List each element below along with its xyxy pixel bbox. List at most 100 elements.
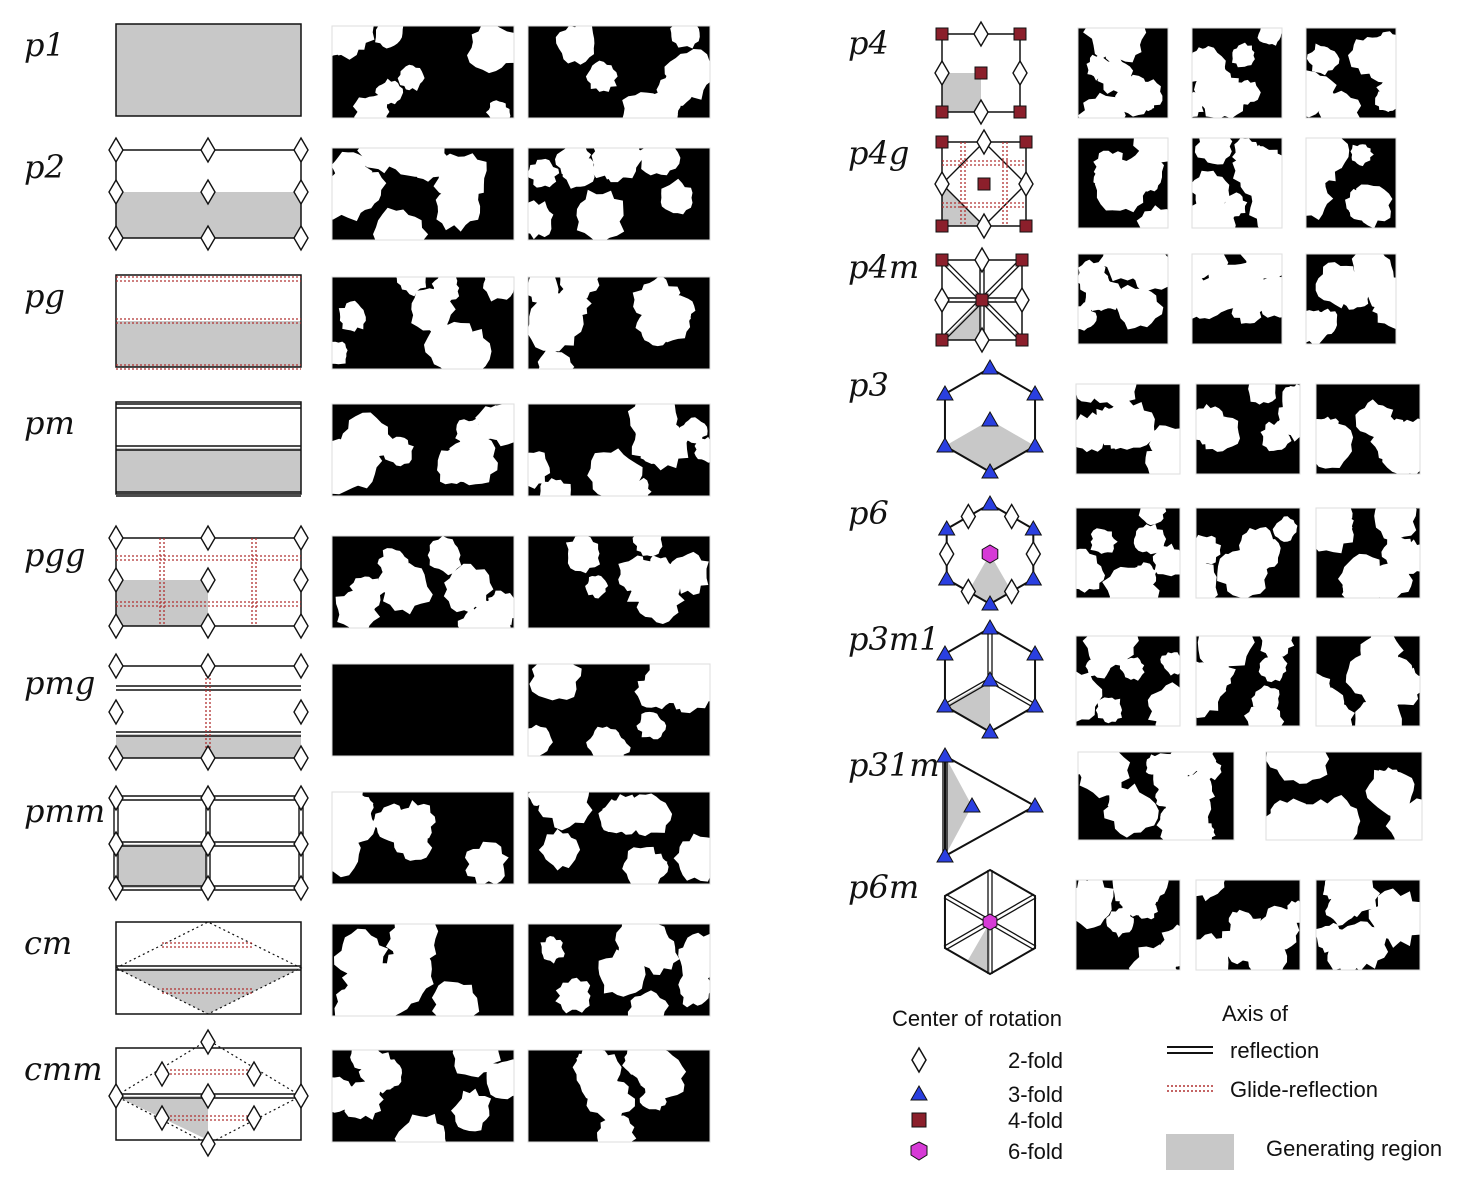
two-fold-diamond-icon [246,1104,262,1132]
group-row-p3: p3 [848,358,1421,479]
pattern-blob [1133,562,1157,585]
pattern-tile [331,535,515,629]
two-fold-diamond-icon [200,224,216,252]
group-row-pm: pm [24,401,711,497]
two-fold-diamond-icon [108,744,124,772]
pattern-blob [1076,671,1103,722]
group-label: pg [24,277,65,315]
pattern-blob [1192,91,1204,118]
pattern-blob [673,833,710,882]
pattern-border [527,663,711,757]
two-fold-diamond-icon [293,874,309,902]
generating-region [116,968,301,1014]
four-fold-square-icon [974,66,988,80]
pattern-border [527,535,711,629]
group-row-p4m: p4m [848,246,1397,354]
legend: Center of rotation 2-fold 3-fold 4-fold … [892,1001,1442,1170]
pattern-blob [437,444,473,485]
four-fold-square-icon [975,293,989,307]
pattern-blob [1133,138,1168,163]
pattern-tile [1075,507,1181,599]
pattern-border [1305,27,1397,119]
two-fold-diamond-icon [934,170,950,198]
reflection-line [943,897,990,925]
pattern-blob [555,26,595,65]
cell-outline [115,274,302,368]
pattern-tile [1195,383,1301,475]
group-row-p4: p4 [848,20,1397,126]
pattern-blob [1232,42,1255,68]
pattern-border [527,403,711,497]
pattern-blob [565,536,600,574]
generating-region [116,844,208,888]
two-fold-diamond-icon [200,136,216,164]
symmetry-cell-diagram [108,524,309,640]
pattern-blob [332,436,383,489]
pattern-tile [1305,253,1397,345]
group-row-pmg: pmg [24,652,711,772]
three-fold-triangle-icon [1024,519,1043,536]
pattern-border [1077,253,1169,345]
pattern-blob [1392,539,1420,574]
pattern-blob [1192,820,1216,840]
group-label: cm [24,924,72,962]
pattern-blob [1119,657,1145,681]
pattern-blob [576,189,625,240]
pattern-blob [598,949,646,997]
pattern-blob [485,100,511,118]
pattern-blob [1098,164,1147,213]
two-fold-diamond-icon [1003,578,1020,605]
pattern-border [527,25,711,119]
pattern-border [1075,879,1181,971]
four-fold-square-icon [1015,253,1029,267]
pattern-blob [1245,533,1281,571]
pattern-blob [1232,138,1262,167]
pattern-blob [335,586,381,628]
pattern-blob [1170,752,1217,777]
two-fold-diamond-icon [960,503,977,530]
pattern-blob [1232,79,1261,106]
group-row-p2: p2 [24,136,711,252]
generating-region [942,300,982,340]
pattern-blob [598,799,633,834]
pattern-blob [1266,822,1284,840]
pattern-blob [1136,205,1168,228]
pattern-blob [396,277,427,297]
pattern-tile [331,25,515,119]
two-fold-diamond-icon [108,224,124,252]
pattern-tile [1077,751,1235,841]
pattern-border [1195,383,1301,475]
pattern-tile [331,1049,515,1143]
pattern-border [331,923,515,1017]
four-fold-square-icon [1013,105,1027,119]
pattern-blob [483,277,514,302]
pattern-blob [486,31,514,65]
four-fold-square-icon [1015,333,1029,347]
legend-rotation-title: Center of rotation [892,1006,1062,1031]
pattern-blob [1318,90,1362,118]
glide-line-icon [1167,1085,1213,1092]
right-column: p4 p4g p4m p3 p6 p3m1 p31m p6m [848,20,1423,976]
pattern-blob [1260,420,1292,452]
reflection-line [988,893,1035,921]
legend-reflection: reflection [1230,1038,1319,1063]
generating-region-swatch [1166,1134,1234,1170]
pattern-blob [1376,73,1396,112]
pattern-border [1195,635,1301,727]
pattern-blob [656,70,694,109]
pattern-border [527,276,711,370]
pattern-tile [331,923,515,1017]
pattern-tile [1315,507,1421,599]
pattern-tile [527,276,711,370]
two-fold-diamond-icon [293,524,309,552]
pattern-blob [1119,888,1150,917]
two-fold-diamond-icon [200,744,216,772]
three-fold-triangle-icon [936,436,954,453]
generating-region [116,24,301,116]
three-fold-triangle-icon [937,519,956,536]
symmetry-cell-diagram [108,784,309,902]
pattern-blob [352,94,390,118]
pattern-border [527,1049,711,1143]
pattern-blob [1194,47,1217,73]
four-fold-square-icon [935,253,949,267]
